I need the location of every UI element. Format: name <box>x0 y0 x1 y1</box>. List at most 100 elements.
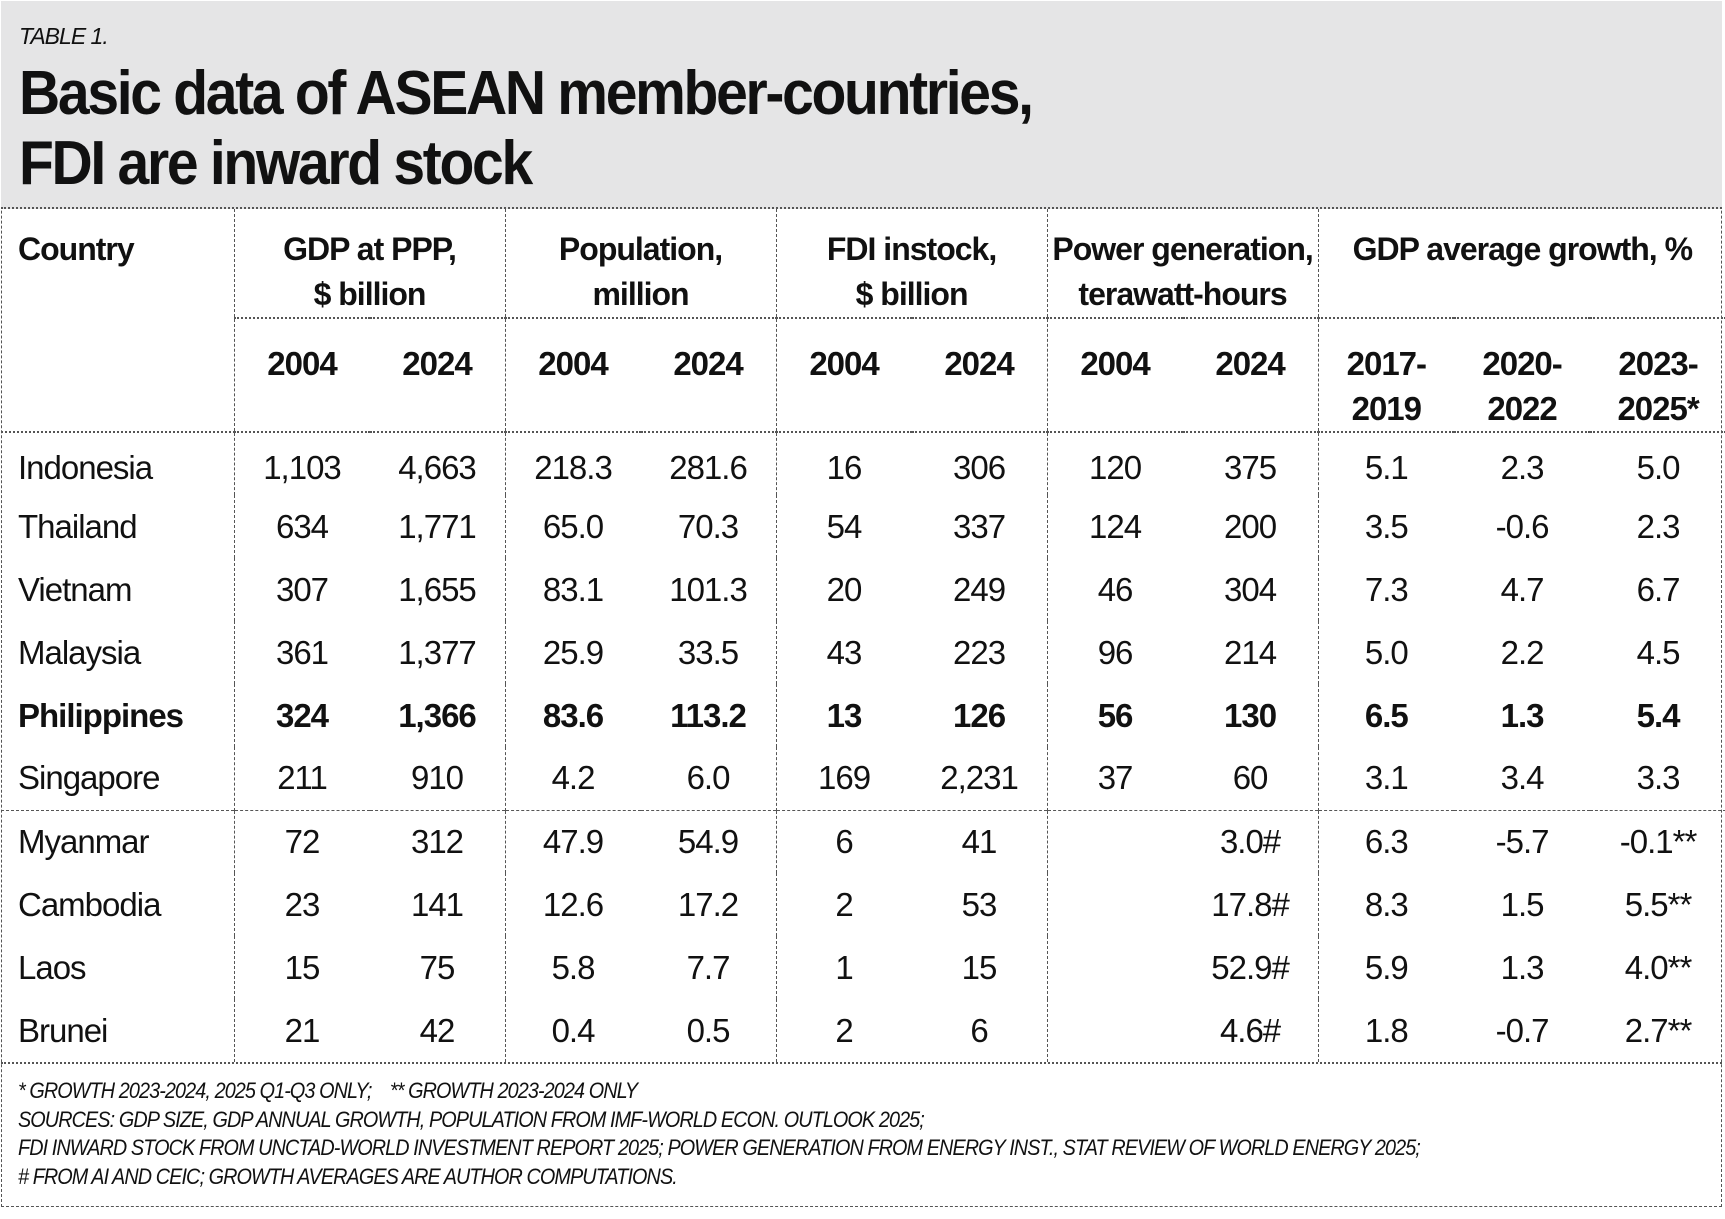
value-cell: -0.6 <box>1495 507 1550 545</box>
footnote: FDI INWARD STOCK FROM UNCTAD-WORLD INVES… <box>18 1135 1421 1160</box>
value-cell: 5.9 <box>1317 936 1455 999</box>
value-cell: 4,663 <box>398 449 477 486</box>
value-cell: 60 <box>1232 759 1269 797</box>
column-subheader-year: 2023- 2025* <box>1617 345 1699 427</box>
value-cell: 361 <box>233 621 370 684</box>
country-cell: Vietnam <box>18 570 132 608</box>
value-cell: 200 <box>1224 507 1277 545</box>
value-cell: 6.0 <box>686 759 731 797</box>
value-cell: 249 <box>953 570 1006 608</box>
value-cell: 634 <box>233 495 370 558</box>
value-cell: 5.0 <box>1317 621 1455 684</box>
value-cell: 0.5 <box>686 1011 731 1049</box>
column-header-country: Country <box>18 231 135 267</box>
column-subheader-year: 2024 <box>402 345 472 382</box>
value-cell: 218.3 <box>504 432 641 495</box>
value-cell: 130 <box>1224 696 1277 734</box>
value-cell: 1 <box>775 936 912 999</box>
value-cell: 15 <box>961 948 998 986</box>
country-cell: Laos <box>18 948 87 986</box>
table-label: TABLE 1. <box>19 23 109 49</box>
value-cell: 41 <box>961 822 998 860</box>
table-row: Indonesia 1,103 4,663 218.3 281.6 16 306 120 375… <box>1 432 1725 495</box>
value-cell: 2.2 <box>1500 633 1545 671</box>
data-table: Country GDP at PPP, $ billion Population,… <box>1 209 1725 1062</box>
title-line-2: FDI are inward stock <box>19 129 533 198</box>
value-cell: 307 <box>233 558 370 621</box>
value-cell: 6 <box>775 810 912 873</box>
country-cell: Thailand <box>18 507 138 545</box>
value-cell: 6.5 <box>1317 684 1455 747</box>
value-cell <box>1046 999 1183 1062</box>
footnote: SOURCES: GDP SIZE, GDP ANNUAL GROWTH, PO… <box>18 1106 925 1132</box>
country-cell: Singapore <box>18 759 160 797</box>
value-cell: 4.5 <box>1636 633 1681 671</box>
value-cell: 5.4 <box>1636 696 1681 734</box>
value-cell: 7.7 <box>686 948 731 986</box>
value-cell: 53 <box>961 885 998 923</box>
value-cell: 5.1 <box>1317 432 1455 495</box>
value-cell: 25.9 <box>504 621 641 684</box>
value-cell: 2.7** <box>1624 1011 1693 1049</box>
value-cell: 1,366 <box>398 696 477 734</box>
value-cell: 52.9# <box>1211 948 1290 986</box>
country-cell: Myanmar <box>18 822 150 860</box>
value-cell: 1.3 <box>1500 948 1545 986</box>
value-cell: -0.7 <box>1495 1011 1550 1049</box>
value-cell: 312 <box>410 822 464 860</box>
value-cell: 42 <box>419 1011 456 1049</box>
value-cell <box>1046 810 1183 873</box>
value-cell: 2.3 <box>1500 449 1545 486</box>
value-cell: 5.0 <box>1636 449 1681 486</box>
value-cell: 214 <box>1224 633 1277 671</box>
value-cell: 6.3 <box>1317 810 1455 873</box>
value-cell: 3.3 <box>1636 759 1681 797</box>
value-cell: 33.5 <box>677 633 739 671</box>
value-cell: 75 <box>419 948 456 986</box>
value-cell: 3.4 <box>1500 759 1545 797</box>
value-cell: 15 <box>233 936 370 999</box>
value-cell: 1,377 <box>398 633 477 671</box>
header-line: Population, <box>558 231 723 267</box>
column-header-population: Population, million <box>504 209 777 318</box>
header-line: terawatt-hours <box>1078 276 1287 312</box>
value-cell: 20 <box>775 558 912 621</box>
country-cell: Philippines <box>18 696 184 734</box>
column-header-fdi: FDI instock, $ billion <box>775 209 1048 318</box>
value-cell: 70.3 <box>677 507 739 545</box>
country-cell: Cambodia <box>18 885 161 923</box>
value-cell: 3.1 <box>1317 747 1455 810</box>
table-title: Basic data of ASEAN member-countries, FD… <box>19 59 1034 199</box>
header-line: $ billion <box>855 276 969 312</box>
column-subheader-year: 2024 <box>1215 345 1285 382</box>
value-cell: 1.3 <box>1500 696 1545 734</box>
column-subheader-year: 2004 <box>1046 318 1183 432</box>
value-cell: 5.8 <box>504 936 641 999</box>
footer-divider <box>1 1062 1722 1064</box>
value-cell: -0.1** <box>1619 822 1698 860</box>
value-cell: 4.6# <box>1219 1011 1281 1049</box>
footnotes: * GROWTH 2023-2024, 2025 Q1-Q3 ONLY; ** … <box>18 1077 1421 1191</box>
table-row: Philippines 324 1,366 83.6 113.2 13 126 56 130 6.… <box>1 684 1725 747</box>
value-cell: 5.5** <box>1624 885 1693 923</box>
country-cell: Brunei <box>18 1011 108 1049</box>
column-subheader-year: 2024 <box>673 345 743 382</box>
header-line: GDP at PPP, <box>283 231 457 267</box>
header-line: FDI instock, <box>826 231 997 267</box>
value-cell: 126 <box>953 696 1006 734</box>
value-cell: 13 <box>775 684 912 747</box>
value-cell: 124 <box>1046 495 1183 558</box>
value-cell: 113.2 <box>670 696 747 734</box>
column-header-gdp-growth: GDP average growth, % <box>1317 209 1725 318</box>
header-line: $ billion <box>313 276 427 312</box>
value-cell: 16 <box>775 432 912 495</box>
column-subheader-year: 2004 <box>775 318 912 432</box>
value-cell: 324 <box>233 684 370 747</box>
value-cell: 54.9 <box>677 822 739 860</box>
header-line: GDP average growth, % <box>1352 231 1693 267</box>
value-cell: 1.8 <box>1317 999 1455 1062</box>
value-cell: 3.0# <box>1219 822 1281 860</box>
value-cell: 4.0** <box>1624 948 1693 986</box>
value-cell: 46 <box>1046 558 1183 621</box>
column-header-gdp-ppp: GDP at PPP, $ billion <box>233 209 506 318</box>
